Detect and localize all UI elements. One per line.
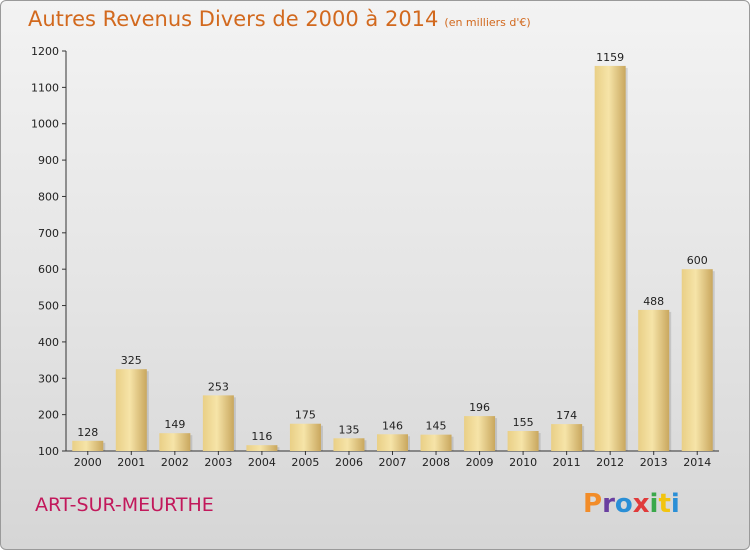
labels-layer: 2000 128 2001 325 2002 149 2003 253 2004 116 2005 1…	[74, 51, 711, 469]
y-tick-label: 600	[38, 263, 59, 276]
bar-2000	[72, 440, 104, 451]
data-label-2009: 196	[469, 401, 490, 414]
x-tick-label-2002: 2002	[161, 456, 189, 469]
y-tick-label: 800	[38, 190, 59, 203]
chart-title: Autres Revenus Divers de 2000 à 2014 (en …	[28, 7, 531, 31]
x-tick-label-2010: 2010	[509, 456, 537, 469]
data-label-2003: 253	[208, 380, 229, 393]
y-tick-label: 1200	[31, 45, 59, 58]
y-tick-label: 500	[38, 300, 59, 313]
y-tick-label: 100	[38, 445, 59, 458]
x-tick-label-2004: 2004	[248, 456, 276, 469]
x-tick-label-2005: 2005	[291, 456, 319, 469]
x-tick-label-2014: 2014	[683, 456, 711, 469]
logo-letter: i	[670, 489, 680, 519]
y-tick-label: 200	[38, 409, 59, 422]
bars-layer	[72, 65, 715, 451]
bar-2012	[594, 65, 626, 451]
place-name: ART-SUR-MEURTHE	[35, 494, 214, 516]
axes-layer: 100 200 300 400 500 600 700 800 900 1000 1100 1200	[31, 45, 719, 458]
x-tick-label-2013: 2013	[640, 456, 668, 469]
chart-title-text: Autres Revenus Divers de 2000 à 2014	[28, 7, 439, 31]
proxiti-logo[interactable]: Proxiti	[583, 489, 680, 519]
logo-letter: P	[583, 489, 603, 519]
x-tick-label-2006: 2006	[335, 456, 363, 469]
y-tick-label: 400	[38, 336, 59, 349]
y-tick-label: 700	[38, 227, 59, 240]
data-label-2014: 600	[687, 254, 708, 267]
data-label-2013: 488	[643, 295, 664, 308]
x-tick-label-2003: 2003	[204, 456, 232, 469]
x-tick-label-2007: 2007	[379, 456, 407, 469]
bar-2008	[420, 434, 452, 451]
logo-letter: o	[614, 489, 633, 519]
y-tick-label: 1000	[31, 118, 59, 131]
data-label-2008: 145	[426, 420, 447, 433]
x-tick-label-2008: 2008	[422, 456, 450, 469]
logo-letter: x	[632, 489, 650, 519]
logo-letter: t	[658, 489, 671, 519]
data-label-2012: 1159	[596, 51, 624, 64]
bar-2004	[246, 445, 278, 451]
x-tick-label-2001: 2001	[117, 456, 145, 469]
bar-2001	[115, 369, 147, 451]
data-label-2004: 116	[251, 430, 272, 443]
data-label-2007: 146	[382, 419, 403, 432]
bar-2011	[551, 424, 583, 451]
x-tick-label-2012: 2012	[596, 456, 624, 469]
bar-2007	[377, 434, 408, 451]
data-label-2011: 174	[556, 409, 577, 422]
data-label-2005: 175	[295, 409, 316, 422]
x-tick-label-2000: 2000	[74, 456, 102, 469]
logo-letter: i	[649, 489, 659, 519]
data-label-2001: 325	[121, 354, 142, 367]
data-label-2006: 135	[338, 423, 359, 436]
bar-2013	[638, 309, 670, 451]
x-tick-label-2009: 2009	[466, 456, 494, 469]
x-tick-label-2011: 2011	[553, 456, 581, 469]
y-tick-label: 1100	[31, 81, 59, 94]
bar-2002	[159, 433, 191, 451]
y-tick-label: 300	[38, 372, 59, 385]
bar-2006	[333, 438, 365, 451]
data-label-2002: 149	[164, 418, 185, 431]
bar-2005	[289, 423, 321, 451]
data-label-2010: 155	[513, 416, 534, 429]
bar-2003	[202, 395, 234, 451]
bar-2010	[507, 431, 539, 451]
chart-title-unit: (en milliers d'€)	[444, 16, 531, 29]
logo-letter: r	[602, 489, 615, 519]
data-label-2000: 128	[77, 426, 98, 439]
y-tick-label: 900	[38, 154, 59, 167]
bar-2014	[681, 269, 713, 451]
bar-2009	[464, 416, 496, 451]
